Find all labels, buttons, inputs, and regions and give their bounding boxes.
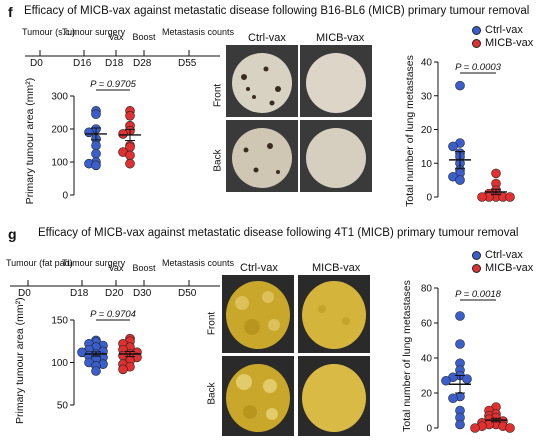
timeline-day: D50 (178, 288, 197, 299)
data-point (470, 423, 480, 433)
timeline-label: Metastasis counts (162, 27, 235, 37)
legend-item-micb: MICB-vax (472, 262, 533, 274)
data-point (477, 192, 487, 202)
photo-row-label: Back (206, 382, 218, 405)
timeline-label: Boost (132, 263, 156, 273)
data-point (455, 419, 465, 430)
legend-label: Ctrl-vax (485, 24, 523, 36)
lung-photo (222, 275, 294, 353)
lung-photo (226, 45, 298, 117)
y-tick-label: 80 (421, 284, 433, 295)
timeline-label: Boost (132, 32, 156, 42)
lung-photo (300, 45, 372, 117)
y-tick-label: 0 (62, 191, 68, 202)
data-point (91, 366, 101, 376)
lung-photo (298, 356, 370, 436)
y-tick-label: 200 (51, 125, 68, 136)
timeline-day: D55 (178, 58, 197, 69)
photo-column-header: Ctrl-vax (240, 262, 278, 274)
p-value: P = 0.0018 (455, 289, 502, 300)
data-point (441, 375, 451, 386)
data-point (505, 192, 515, 202)
lung-photo (298, 275, 370, 353)
y-tick-label: 50 (57, 401, 69, 412)
timeline-day: D0 (30, 58, 43, 69)
timeline-label: Tumour (s.c.) (22, 27, 76, 37)
timeline-label: Tumour surgery (62, 258, 126, 268)
y-tick-label: 100 (51, 358, 68, 369)
timeline-axis (10, 280, 220, 287)
data-point (455, 339, 465, 349)
timeline-label: Tumour (fat pad) (6, 258, 73, 268)
legend-item-ctrl: Ctrl-vax (472, 24, 523, 36)
y-tick-label: 150 (51, 316, 68, 327)
timeline-day: D28 (133, 58, 152, 69)
panel-letter: f (8, 4, 13, 20)
lung-photo (300, 120, 372, 192)
timeline-label: Vax (108, 32, 124, 42)
data-point (455, 80, 465, 91)
data-point (448, 141, 458, 152)
legend-item-ctrl: Ctrl-vax (472, 249, 523, 261)
y-axis-label: Primary tumour area (mm²) (14, 297, 26, 424)
data-point (125, 110, 135, 121)
legend-marker (472, 38, 481, 48)
scatter-chart-tumour-area-g: 50 100 150 P = 0.9704 (51, 309, 142, 412)
data-point (91, 160, 101, 171)
timeline-day: D18 (105, 58, 124, 69)
panel-letter: g (8, 226, 17, 242)
scatter-chart-metastases-g: 0 20 40 60 80 P = 0.0018 (421, 284, 515, 435)
lung-photo (226, 120, 298, 192)
legend-marker (472, 250, 481, 260)
panel-title: Efficacy of MICB-vax against metastatic … (24, 5, 530, 17)
photo-row-label: Front (206, 311, 218, 336)
data-point (491, 168, 501, 179)
timeline-axis (25, 50, 220, 57)
y-tick-label: 20 (421, 389, 433, 400)
timeline-day: D0 (18, 288, 31, 299)
timeline-day: D20 (105, 288, 124, 299)
y-tick-label: 10 (421, 159, 433, 170)
legend-label: MICB-vax (485, 37, 534, 49)
y-tick-label: 0 (426, 424, 432, 435)
scatter-chart-tumour-area-f: 0 100 200 300 P = 0.9705 (51, 79, 141, 202)
panel-title: Efficacy of MICB-vax against metastatic … (38, 227, 519, 239)
data-point (118, 364, 128, 375)
timeline-label: Tumour surgery (62, 27, 126, 37)
photo-column-header: MICB-vax (316, 32, 365, 44)
legend-marker (472, 263, 481, 273)
y-tick-label: 0 (426, 193, 432, 204)
data-point (125, 158, 135, 169)
y-tick-label: 300 (51, 92, 68, 103)
timeline-label: Vax (108, 263, 124, 273)
data-point (448, 393, 458, 404)
p-value: P = 0.9704 (90, 309, 136, 320)
timeline-day: D16 (73, 58, 92, 69)
lung-photo (222, 356, 294, 436)
legend-item-micb: MICB-vax (472, 37, 533, 49)
legend-marker (472, 25, 481, 35)
data-point (91, 109, 101, 119)
data-point (455, 175, 465, 185)
scatter-chart-metastases-f: 0 10 20 30 40 P = 0.0003 (421, 58, 515, 204)
timeline-label: Metastasis counts (162, 258, 235, 268)
y-tick-label: 60 (421, 319, 433, 330)
photo-column-header: Ctrl-vax (248, 32, 286, 44)
data-point (505, 423, 515, 433)
p-value: P = 0.9705 (90, 79, 137, 90)
legend-label: MICB-vax (485, 262, 534, 274)
y-tick-label: 40 (421, 58, 433, 69)
data-point (455, 311, 465, 321)
y-tick-label: 30 (421, 91, 433, 102)
timeline-day: D30 (133, 288, 152, 299)
y-tick-label: 40 (421, 354, 433, 365)
photo-column-header: MICB-vax (312, 262, 361, 274)
data-point (462, 374, 472, 384)
legend-label: Ctrl-vax (485, 249, 523, 261)
p-value: P = 0.0003 (455, 62, 502, 73)
timeline-day: D18 (70, 288, 89, 299)
y-tick-label: 20 (421, 125, 433, 136)
y-tick-label: 100 (51, 158, 68, 169)
data-point (118, 129, 128, 139)
